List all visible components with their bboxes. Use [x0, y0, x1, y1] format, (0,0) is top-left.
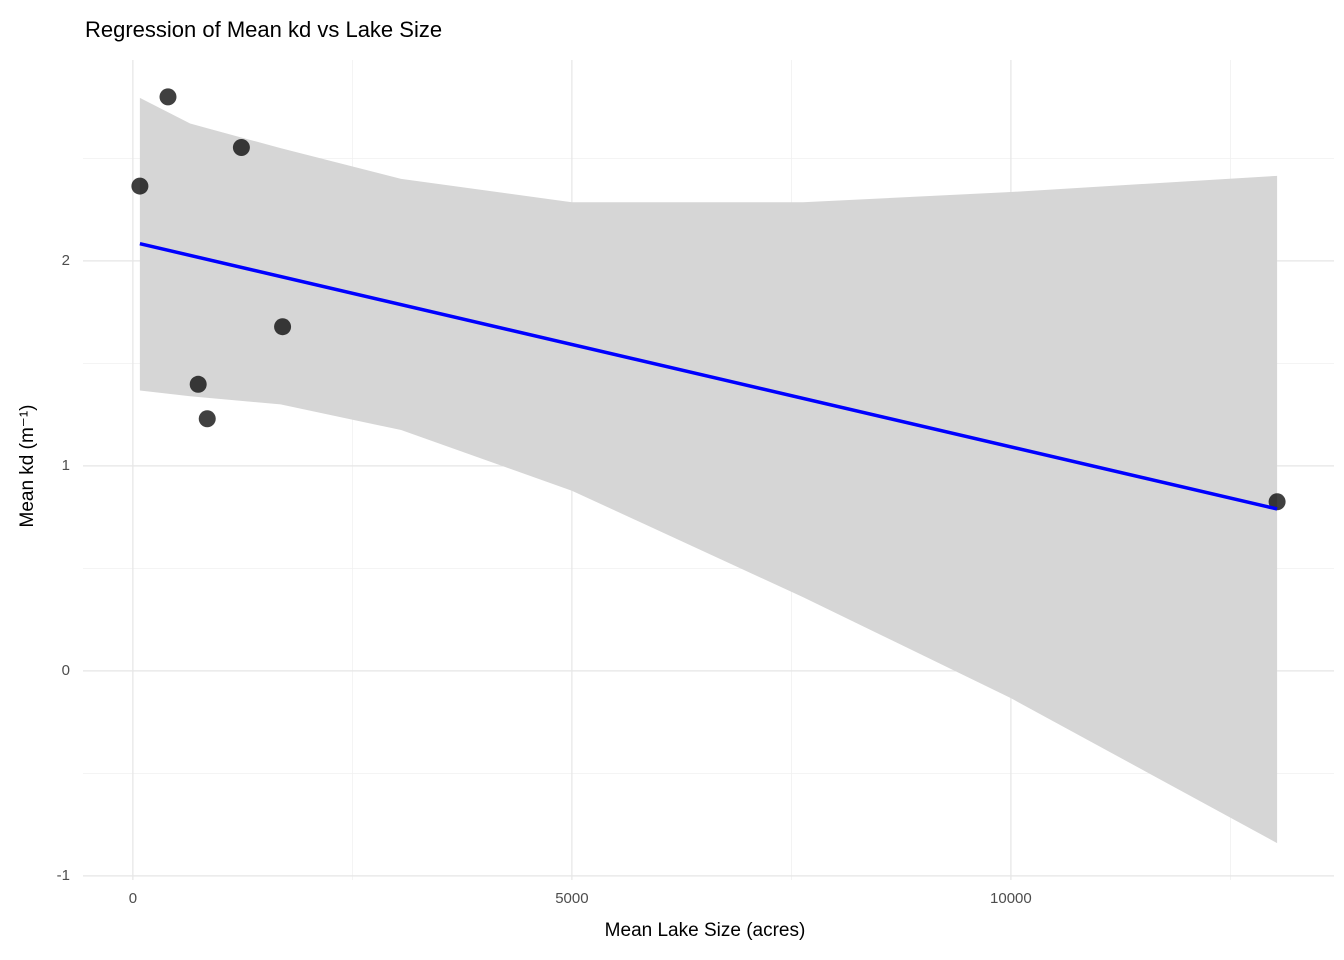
chart-title: Regression of Mean kd vs Lake Size: [85, 17, 442, 42]
confidence-band: [139, 97, 1278, 844]
data-point: [274, 318, 292, 336]
y-axis-title: Mean kd (m⁻¹): [17, 405, 38, 528]
y-tick-label: 0: [62, 662, 70, 679]
data-point: [189, 375, 207, 393]
fit-line: [139, 241, 1278, 511]
x-tick-label: 10000: [990, 890, 1032, 907]
data-point: [159, 88, 177, 106]
data-point: [198, 410, 216, 428]
x-tick-label: 0: [129, 890, 137, 907]
data-point: [232, 139, 250, 157]
y-tick-label: -1: [57, 867, 70, 884]
y-tick-label: 1: [62, 457, 70, 474]
data-point: [131, 177, 149, 195]
x-axis-title: Mean Lake Size (acres): [605, 920, 806, 941]
x-tick-label: 5000: [555, 890, 588, 907]
y-tick-label: 2: [62, 252, 70, 269]
data-point: [1268, 493, 1286, 511]
